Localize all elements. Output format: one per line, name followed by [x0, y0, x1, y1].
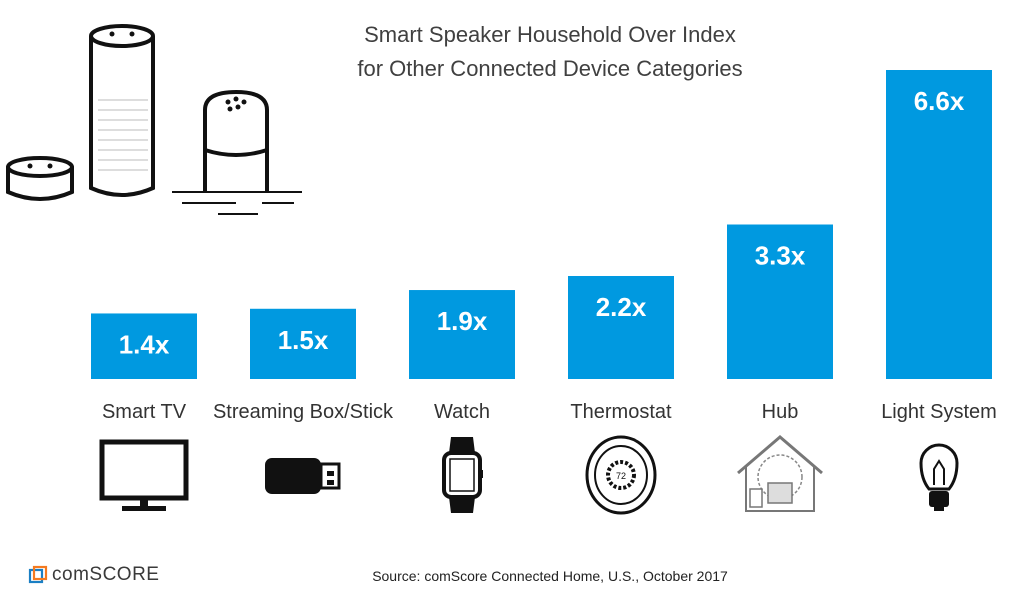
bar-2 — [409, 290, 515, 379]
light-bulb-icon — [919, 443, 959, 511]
thermostat-icon: 72 — [585, 435, 657, 515]
bar-1 — [250, 308, 356, 379]
bar-value-label: 3.3x — [755, 241, 806, 271]
bar-4 — [727, 224, 833, 379]
bar-value-label: 6.6x — [914, 86, 965, 116]
chart-title-line-2: for Other Connected Device Categories — [357, 56, 743, 81]
bar-0 — [91, 313, 197, 379]
smart-home-hub-icon — [737, 435, 823, 512]
category-label: Hub — [762, 401, 799, 423]
comscore-logo: comSCORE — [28, 563, 159, 587]
smartwatch-icon — [442, 437, 483, 513]
category-label: Thermostat — [570, 401, 672, 423]
category-label: Light System — [881, 401, 997, 423]
category-label: Watch — [434, 401, 490, 423]
bar-3 — [568, 276, 674, 379]
smart-speakers-icon — [6, 24, 302, 215]
bar-value-label: 1.4x — [119, 329, 170, 359]
bar-value-label: 2.2x — [596, 292, 647, 322]
chart-title-line-1: Smart Speaker Household Over Index — [364, 22, 736, 47]
bar-value-label: 1.5x — [278, 325, 329, 355]
chart-title: Smart Speaker Household Over Index for O… — [310, 18, 790, 86]
comscore-brand: comSCORE — [52, 564, 160, 585]
tv-icon — [99, 439, 189, 511]
category-label: Smart TV — [102, 401, 187, 423]
svg-text:72: 72 — [616, 471, 626, 481]
comscore-logo-icon — [28, 565, 48, 584]
source-note: Source: comScore Connected Home, U.S., O… — [372, 568, 728, 584]
usb-stick-icon — [265, 458, 341, 494]
category-label: Streaming Box/Stick — [213, 401, 394, 423]
bar-5 — [886, 70, 992, 379]
bar-value-label: 1.9x — [437, 306, 488, 336]
